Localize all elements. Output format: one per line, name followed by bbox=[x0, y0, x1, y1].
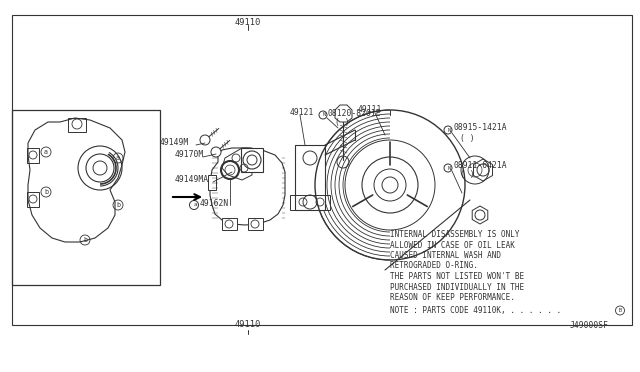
Text: THE PARTS NOT LISTED WON'T BE: THE PARTS NOT LISTED WON'T BE bbox=[390, 272, 524, 281]
Text: J49000SF: J49000SF bbox=[570, 321, 609, 330]
Text: RETROGRADED O-RING.: RETROGRADED O-RING. bbox=[390, 262, 478, 270]
Bar bbox=[241, 148, 263, 172]
Text: 49110: 49110 bbox=[235, 18, 261, 27]
Bar bbox=[12, 15, 632, 325]
Text: INTERNAL DISASSEMBLY IS ONLY: INTERNAL DISASSEMBLY IS ONLY bbox=[390, 230, 520, 239]
Text: 49110: 49110 bbox=[235, 320, 261, 329]
Text: a: a bbox=[116, 155, 120, 161]
Bar bbox=[12, 110, 160, 285]
Polygon shape bbox=[335, 105, 352, 122]
Text: N: N bbox=[447, 166, 451, 170]
Text: 08915-1421A: 08915-1421A bbox=[453, 124, 507, 132]
Text: CAUSED INTERNAL WASH AND: CAUSED INTERNAL WASH AND bbox=[390, 251, 501, 260]
Bar bbox=[248, 218, 263, 230]
Text: B: B bbox=[618, 308, 621, 313]
Text: 49149M: 49149M bbox=[160, 138, 189, 147]
Polygon shape bbox=[222, 148, 252, 180]
Text: 49162N: 49162N bbox=[200, 199, 229, 208]
Text: 49121: 49121 bbox=[290, 108, 314, 117]
Text: NOTE : PARTS CODE 49110K, . . . . . .: NOTE : PARTS CODE 49110K, . . . . . . bbox=[390, 307, 561, 315]
Text: ( ): ( ) bbox=[460, 134, 475, 142]
Text: 49149MA: 49149MA bbox=[175, 175, 209, 184]
Text: 49111: 49111 bbox=[358, 105, 382, 114]
Text: 08911-6421A: 08911-6421A bbox=[453, 161, 507, 170]
Bar bbox=[208, 175, 216, 190]
Bar bbox=[68, 118, 86, 132]
Text: b: b bbox=[83, 237, 87, 243]
Bar bbox=[27, 192, 39, 207]
Text: b: b bbox=[116, 202, 120, 208]
Text: N: N bbox=[447, 128, 451, 132]
Text: a: a bbox=[44, 149, 48, 155]
Text: PURCHASED INDIVIDUALLY IN THE: PURCHASED INDIVIDUALLY IN THE bbox=[390, 282, 524, 292]
Text: b: b bbox=[44, 189, 48, 195]
Text: ( ): ( ) bbox=[460, 170, 475, 180]
Text: a: a bbox=[193, 202, 197, 208]
Text: 49170M: 49170M bbox=[175, 150, 204, 159]
Bar bbox=[290, 195, 330, 210]
Polygon shape bbox=[472, 206, 488, 224]
Bar bbox=[27, 148, 39, 163]
Polygon shape bbox=[474, 159, 493, 181]
Text: 08120-8201E: 08120-8201E bbox=[328, 109, 381, 118]
Bar bbox=[222, 218, 237, 230]
Circle shape bbox=[211, 147, 221, 157]
Polygon shape bbox=[210, 148, 285, 225]
Text: N: N bbox=[323, 112, 326, 118]
Text: REASON OF KEEP PERFORMANCE.: REASON OF KEEP PERFORMANCE. bbox=[390, 293, 515, 302]
Polygon shape bbox=[28, 118, 125, 242]
Text: ( ): ( ) bbox=[335, 118, 349, 126]
Text: ALLOWED IN CASE OF OIL LEAK: ALLOWED IN CASE OF OIL LEAK bbox=[390, 241, 515, 250]
Bar bbox=[295, 145, 325, 210]
Circle shape bbox=[200, 135, 210, 145]
